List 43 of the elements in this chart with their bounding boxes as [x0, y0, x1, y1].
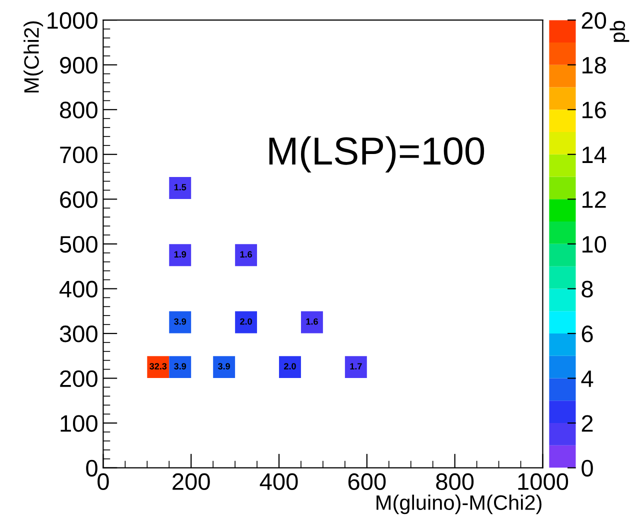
annotation: 3.9	[174, 318, 186, 325]
color-bar-label: 4	[581, 370, 594, 387]
color-bar-label: 10	[582, 236, 606, 253]
color-bar-label: 16	[582, 102, 606, 118]
y-tick-label: 900	[60, 56, 98, 74]
annotation: 3.9	[218, 363, 230, 370]
annotation: M(LSP)=100	[269, 136, 484, 172]
x-tick-label: 600	[348, 473, 386, 490]
annotation: 1.6	[240, 251, 252, 258]
y-tick-label: 100	[60, 415, 98, 432]
annotation: 3.9	[174, 363, 186, 370]
y-tick-label: 0	[86, 460, 98, 477]
annotation: 1.5	[174, 184, 186, 190]
y-tick-label: 800	[60, 102, 98, 118]
color-bar-label: 20	[582, 12, 606, 29]
annotation: 1.6	[306, 318, 318, 325]
annotation: 1.9	[174, 251, 186, 258]
x-tick-label: 400	[260, 473, 298, 490]
y-tick-label: 700	[60, 146, 98, 164]
y-tick-label: 300	[60, 326, 98, 342]
y-tick-label: 600	[60, 191, 98, 208]
x-tick-label: 800	[436, 473, 474, 490]
y-tick-label: 1000	[48, 12, 98, 29]
x-tick-label: 0	[98, 473, 109, 490]
color-bar-label: 0	[582, 460, 593, 477]
color-bar-label: 12	[582, 191, 606, 208]
y-tick-label: 500	[60, 236, 98, 253]
y-tick-label: 400	[59, 280, 98, 298]
annotation: 32.3	[150, 363, 167, 370]
annotation: 2.0	[240, 318, 252, 325]
color-bar-label: 6	[582, 326, 593, 342]
color-bar-title: pb	[610, 20, 630, 42]
x-axis-title: M(gluino)-M(Chi2)	[376, 494, 542, 514]
annotation: 1.7	[350, 363, 362, 370]
y-tick-label: 200	[60, 370, 98, 388]
x-tick-label: 200	[172, 473, 210, 490]
x-tick-label: 1000	[518, 473, 568, 490]
annotation: 2.0	[284, 363, 296, 370]
color-bar-label: 8	[582, 280, 593, 298]
color-bar-label: 18	[582, 56, 606, 74]
y-axis-title: M(Chi2)	[24, 21, 44, 92]
color-bar-label: 2	[582, 415, 593, 432]
color-bar-label: 14	[582, 146, 606, 163]
